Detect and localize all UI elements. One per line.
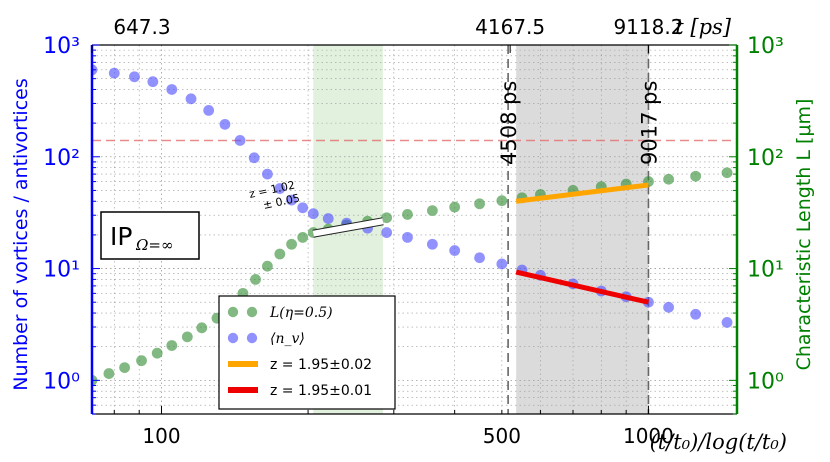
- data-point: [721, 167, 733, 179]
- fit-line-0: [515, 182, 649, 204]
- data-point: [108, 67, 120, 79]
- panel-label-box: [100, 211, 200, 260]
- legend-marker: [246, 332, 258, 344]
- legend-label-0: L(η=0.5): [269, 305, 333, 321]
- data-point: [297, 232, 309, 243]
- x-axis-label: (t/t₀)/log(t/t₀): [650, 430, 787, 454]
- data-point: [248, 152, 260, 164]
- data-point: [755, 327, 766, 338]
- top-axis-label: t [ps]: [675, 15, 732, 39]
- x-tick-label-bottom: 1000: [623, 424, 674, 448]
- data-point: [136, 355, 147, 367]
- data-point: [426, 238, 438, 250]
- y-axis-label-left: Number of vortices / antivortices: [10, 78, 32, 391]
- data-point: [203, 104, 215, 116]
- x-tick-label-bottom: 100: [142, 424, 180, 448]
- data-point: [663, 301, 675, 313]
- x-tick-label-top: 4167.5: [475, 15, 545, 39]
- data-point: [219, 118, 231, 130]
- data-point: [261, 260, 273, 272]
- shaded-region-1: [516, 45, 649, 414]
- data-point: [181, 331, 193, 343]
- series-1: [92, 64, 766, 338]
- data-point: [166, 84, 178, 95]
- fit-line-1: [515, 269, 650, 305]
- plot-area: [92, 45, 766, 414]
- data-point: [307, 208, 319, 220]
- panel-label: IP: [110, 222, 132, 251]
- data-point: [690, 308, 702, 320]
- panel-label-subscript: Ω=∞: [135, 236, 174, 254]
- y-tick-label-right: 10⁰: [747, 369, 784, 394]
- legend-label-1: ⟨n_v⟩: [270, 331, 305, 347]
- legend-label-2: z = 1.95±0.02: [270, 357, 372, 373]
- data-point: [261, 168, 273, 180]
- data-point: [185, 93, 197, 105]
- data-point: [663, 173, 675, 185]
- data-point: [297, 202, 309, 214]
- data-point: [449, 245, 461, 256]
- data-point: [322, 213, 334, 224]
- data-point: [119, 362, 131, 374]
- legend-marker: [227, 332, 239, 344]
- y-tick-label-left: 10¹: [43, 258, 80, 283]
- y-tick-label-right: 10³: [747, 34, 784, 59]
- data-point: [474, 198, 485, 210]
- legend-marker: [227, 306, 239, 318]
- legend-marker: [246, 306, 258, 318]
- data-point: [449, 201, 461, 213]
- fit-line-2: [312, 218, 384, 237]
- data-point: [474, 252, 485, 264]
- data-point: [166, 340, 178, 351]
- data-point: [496, 195, 508, 207]
- data-point: [426, 205, 438, 217]
- data-point: [381, 227, 393, 238]
- vline-label-0: 4508 ps: [497, 81, 521, 165]
- data-point: [151, 347, 163, 359]
- legend: L(η=0.5) ⟨n_v⟩z = 1.95±0.02 z = 1.95±0.01: [218, 295, 396, 410]
- data-point: [286, 238, 297, 250]
- x-tick-label-top: 647.3: [113, 15, 170, 39]
- data-point: [402, 209, 413, 220]
- data-point: [286, 194, 297, 206]
- data-point: [274, 248, 286, 260]
- data-point: [496, 258, 508, 270]
- data-point: [381, 212, 393, 224]
- data-point: [103, 368, 115, 379]
- vline-label-1: 9017 ps: [637, 81, 661, 165]
- data-point: [721, 316, 733, 328]
- data-point: [234, 135, 246, 146]
- data-point: [147, 76, 159, 88]
- y-tick-label-left: 10⁰: [43, 369, 80, 394]
- legend-label-3: z = 1.95±0.01: [270, 383, 372, 399]
- y-tick-label-right: 10¹: [747, 258, 784, 283]
- x-tick-label-top: 9118.2: [613, 15, 683, 39]
- y-tick-label-right: 10²: [747, 146, 784, 171]
- data-point: [196, 322, 208, 334]
- y-axis-label-right: Characteristic Length L [μm]: [793, 99, 815, 371]
- data-point: [129, 71, 140, 83]
- y-tick-label-left: 10³: [43, 34, 80, 59]
- data-point: [690, 170, 702, 182]
- y-tick-label-left: 10²: [43, 146, 80, 171]
- data-point: [402, 232, 413, 243]
- x-tick-label-bottom: 500: [483, 424, 521, 448]
- data-point: [274, 183, 286, 194]
- data-point: [250, 273, 261, 285]
